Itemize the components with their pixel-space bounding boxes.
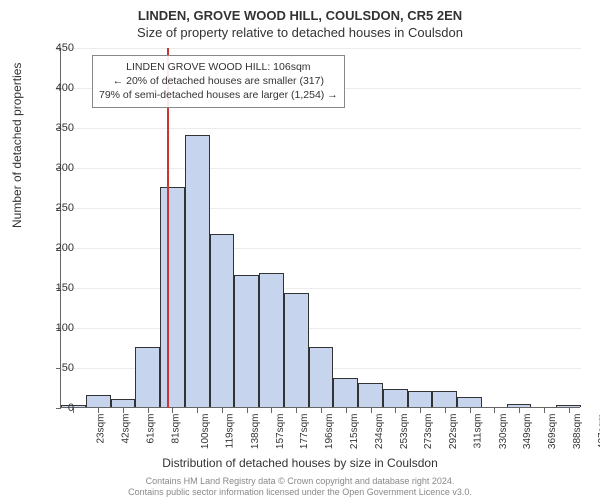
histogram-bar <box>333 378 358 407</box>
annotation-box: LINDEN GROVE WOOD HILL: 106sqm← 20% of d… <box>92 55 345 108</box>
x-tick-mark <box>296 408 297 413</box>
y-tick-label: 350 <box>34 122 74 134</box>
gridline <box>61 128 581 129</box>
x-tick-mark <box>247 408 248 413</box>
x-tick-mark <box>371 408 372 413</box>
x-tick-mark <box>544 408 545 413</box>
x-tick-mark <box>123 408 124 413</box>
x-tick-label: 138sqm <box>250 414 261 450</box>
histogram-bar <box>111 399 136 407</box>
x-tick-label: 42sqm <box>121 414 132 444</box>
y-tick-label: 400 <box>34 82 74 94</box>
x-tick-label: 215sqm <box>349 414 360 450</box>
chart-title: LINDEN, GROVE WOOD HILL, COULSDON, CR5 2… <box>0 0 600 23</box>
y-tick-label: 50 <box>34 362 74 374</box>
footer-attribution: Contains HM Land Registry data © Crown c… <box>0 476 600 498</box>
chart-container: LINDEN, GROVE WOOD HILL, COULSDON, CR5 2… <box>0 0 600 500</box>
footer-line2: Contains public sector information licen… <box>0 487 600 498</box>
x-tick-label: 196sqm <box>324 414 335 450</box>
x-tick-mark <box>420 408 421 413</box>
y-tick-label: 450 <box>34 42 74 54</box>
histogram-bar <box>284 293 309 407</box>
gridline <box>61 48 581 49</box>
x-tick-label: 369sqm <box>547 414 558 450</box>
x-tick-mark <box>321 408 322 413</box>
x-tick-mark <box>519 408 520 413</box>
histogram-bar <box>507 404 532 407</box>
histogram-bar <box>259 273 284 407</box>
x-tick-label: 311sqm <box>472 414 483 449</box>
x-tick-mark <box>494 408 495 413</box>
gridline <box>61 328 581 329</box>
x-tick-label: 330sqm <box>498 414 509 450</box>
gridline <box>61 248 581 249</box>
histogram-bar <box>234 275 259 407</box>
gridline <box>61 168 581 169</box>
x-tick-label: 349sqm <box>522 414 533 450</box>
x-tick-mark <box>470 408 471 413</box>
histogram-bar <box>432 391 457 407</box>
x-tick-mark <box>271 408 272 413</box>
y-tick-label: 250 <box>34 202 74 214</box>
x-tick-mark <box>346 408 347 413</box>
x-tick-label: 253sqm <box>399 414 410 450</box>
annotation-line: LINDEN GROVE WOOD HILL: 106sqm <box>99 60 338 74</box>
x-tick-label: 119sqm <box>225 414 236 449</box>
x-axis-title: Distribution of detached houses by size … <box>0 456 600 470</box>
histogram-bar <box>408 391 433 407</box>
x-tick-mark <box>172 408 173 413</box>
x-tick-mark <box>98 408 99 413</box>
x-tick-mark <box>569 408 570 413</box>
x-tick-mark <box>222 408 223 413</box>
histogram-bar <box>457 397 482 407</box>
y-tick-label: 100 <box>34 322 74 334</box>
footer-line1: Contains HM Land Registry data © Crown c… <box>0 476 600 487</box>
histogram-bar <box>556 405 581 407</box>
gridline <box>61 208 581 209</box>
x-tick-mark <box>148 408 149 413</box>
annotation-line: ← 20% of detached houses are smaller (31… <box>99 74 338 88</box>
x-tick-label: 61sqm <box>145 414 156 444</box>
y-tick-label: 200 <box>34 242 74 254</box>
x-tick-label: 388sqm <box>572 414 583 450</box>
x-tick-label: 292sqm <box>448 414 459 450</box>
x-tick-label: 234sqm <box>374 414 385 450</box>
histogram-bar <box>309 347 334 407</box>
y-tick-label: 0 <box>34 402 74 414</box>
x-tick-label: 81sqm <box>170 414 181 444</box>
x-tick-label: 177sqm <box>300 414 311 450</box>
histogram-bar <box>383 389 408 407</box>
x-tick-mark <box>197 408 198 413</box>
annotation-line: 79% of semi-detached houses are larger (… <box>99 88 338 102</box>
histogram-bar <box>185 135 210 407</box>
y-axis-title: Number of detached properties <box>10 63 24 228</box>
x-tick-mark <box>395 408 396 413</box>
histogram-bar <box>358 383 383 407</box>
histogram-bar <box>86 395 111 407</box>
y-tick-label: 300 <box>34 162 74 174</box>
x-tick-label: 273sqm <box>423 414 434 450</box>
histogram-bar <box>135 347 160 407</box>
x-tick-mark <box>445 408 446 413</box>
y-tick-label: 150 <box>34 282 74 294</box>
x-tick-label: 100sqm <box>201 414 212 450</box>
x-tick-label: 23sqm <box>96 414 107 444</box>
chart-subtitle: Size of property relative to detached ho… <box>0 23 600 40</box>
x-tick-label: 157sqm <box>275 414 286 450</box>
gridline <box>61 288 581 289</box>
histogram-bar <box>160 187 185 407</box>
histogram-bar <box>210 234 235 407</box>
